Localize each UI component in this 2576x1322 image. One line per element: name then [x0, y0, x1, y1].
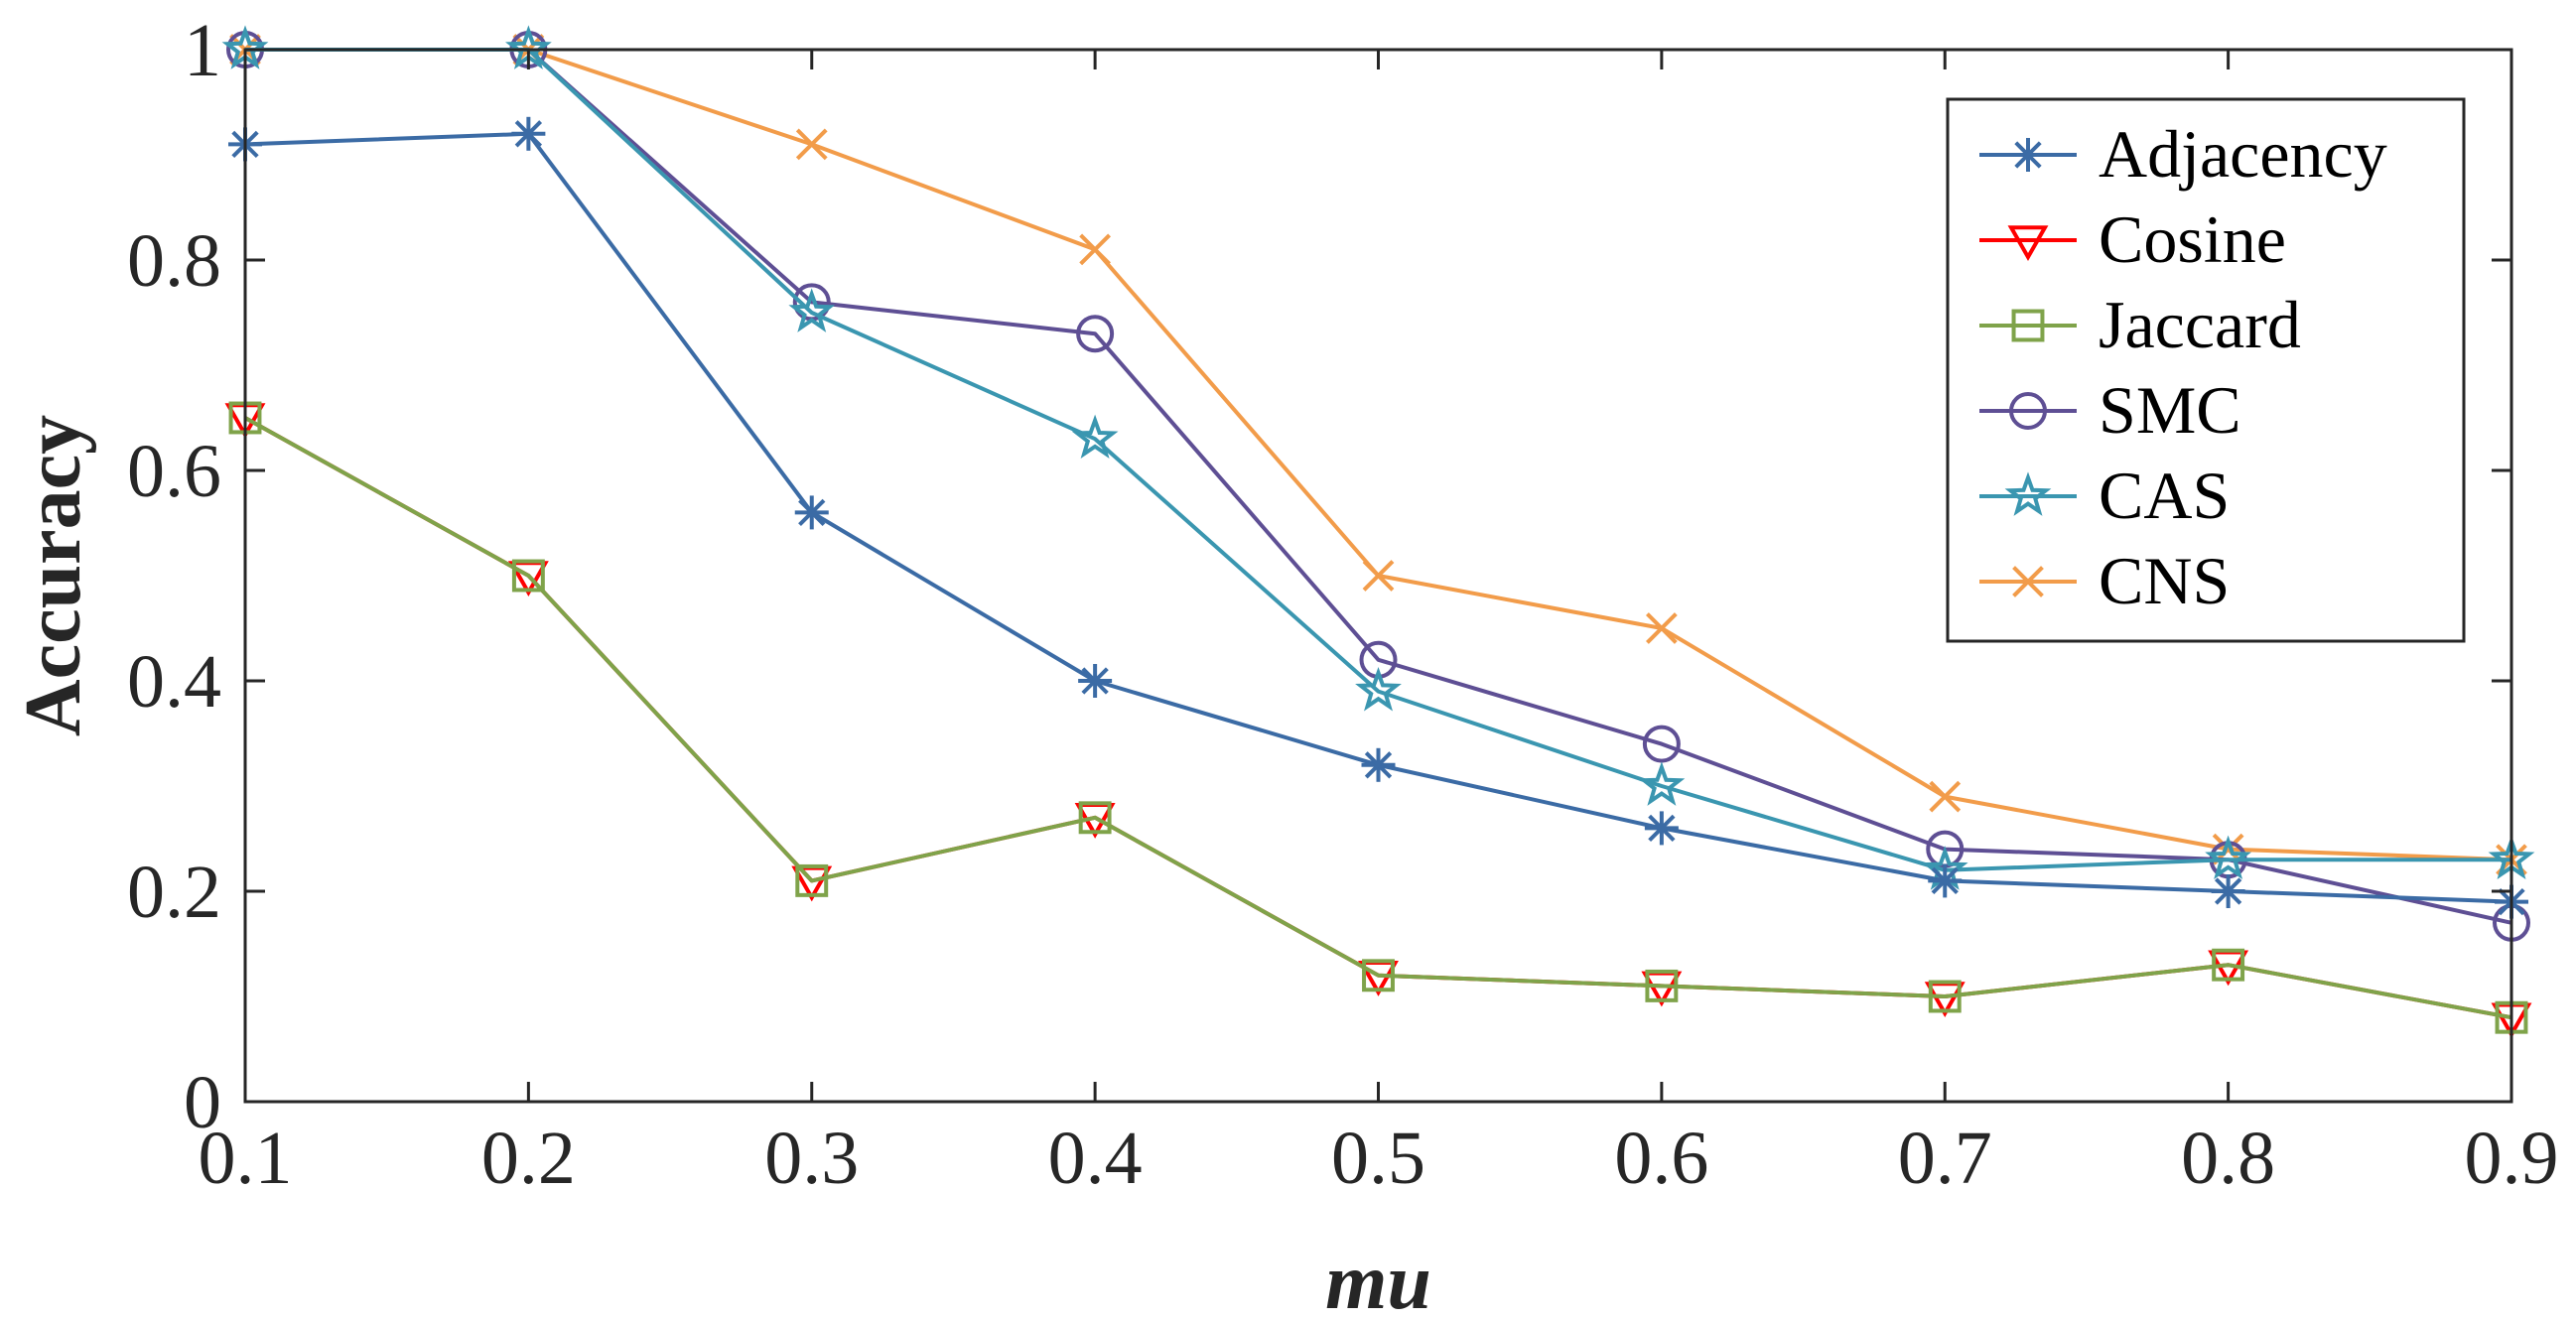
legend-item-cosine: Cosine	[1979, 201, 2286, 277]
legend: Adjacency Cosine Jaccard SMC CAS CNS	[1946, 97, 2466, 643]
x-tick-label: 0.5	[1331, 1117, 1425, 1200]
legend-marker-cosine	[2007, 225, 2049, 262]
data-point-adjacency	[794, 495, 829, 530]
data-point-adjacency	[1928, 863, 1963, 898]
data-point-adjacency	[1078, 664, 1113, 698]
data-point-cns	[1929, 780, 1962, 813]
y-tick-label: 0.8	[127, 219, 221, 303]
data-point-adjacency	[1644, 811, 1679, 846]
legend-label-adjacency: Adjacency	[2099, 116, 2387, 192]
axes: 0.1 0.2 0.3 0.4 0.5 0.6 0.7 0.8 0.9 0 0.2 0.4 0.6 0.8…	[127, 9, 2559, 1200]
legend-box	[1946, 97, 2466, 643]
legend-label-cns: CNS	[2099, 543, 2230, 618]
y-tick-label: 1	[184, 9, 221, 92]
data-point-jaccard	[1362, 959, 1395, 992]
series-jaccard	[228, 401, 2528, 1034]
data-point-jaccard	[511, 559, 545, 593]
data-point-cas	[1071, 414, 1119, 460]
legend-label-smc: SMC	[2099, 372, 2241, 448]
data-point-cns	[795, 128, 828, 161]
data-point-cas	[788, 288, 836, 332]
y-axis-title: Accuracy	[10, 415, 97, 736]
series-line-cas	[245, 48, 2511, 872]
legend-item-cns: CNS	[1979, 543, 2230, 618]
data-point-jaccard	[1645, 969, 1679, 1002]
data-point-smc	[1076, 315, 1115, 353]
x-axis-title: mu	[1325, 1239, 1431, 1322]
legend-marker-cas	[2004, 471, 2052, 516]
data-point-smc	[1642, 725, 1681, 763]
data-point-adjacency	[1361, 747, 1396, 782]
data-point-jaccard	[1078, 801, 1112, 835]
data-point-cas	[1638, 761, 1686, 806]
legend-item-cas: CAS	[1979, 458, 2230, 533]
legend-marker-smc	[2009, 392, 2047, 430]
data-point-adjacency	[511, 116, 546, 151]
legend-label-jaccard: Jaccard	[2099, 287, 2301, 362]
y-tick-label: 0.4	[127, 640, 221, 724]
y-tick-label: 0.2	[127, 851, 221, 934]
legend-item-adjacency: Adjacency	[1979, 116, 2387, 192]
y-tick-label: 0	[184, 1061, 221, 1144]
data-point-cns	[1362, 560, 1395, 592]
x-tick-label: 0.8	[2181, 1117, 2275, 1200]
data-point-cas	[1355, 666, 1402, 712]
legend-marker-cns	[2012, 566, 2044, 597]
x-tick-label: 0.1	[199, 1117, 293, 1200]
x-tick-label: 0.4	[1048, 1117, 1143, 1200]
x-tick-label: 0.9	[2465, 1117, 2559, 1200]
legend-marker-adjacency	[2011, 138, 2045, 172]
legend-item-smc: SMC	[1979, 372, 2241, 448]
legend-label-cosine: Cosine	[2099, 201, 2286, 277]
series-line-smc	[245, 48, 2512, 925]
x-tick-label: 0.2	[481, 1117, 576, 1200]
x-tick-label: 0.7	[1898, 1117, 1992, 1200]
data-point-jaccard	[2212, 948, 2245, 982]
data-point-cas	[2205, 835, 2251, 880]
legend-item-jaccard: Jaccard	[1979, 287, 2301, 362]
data-point-jaccard	[795, 863, 829, 897]
series-line-jaccard	[244, 416, 2512, 1020]
legend-label-cas: CAS	[2099, 458, 2230, 533]
data-point-cns	[1079, 233, 1111, 266]
x-tick-label: 0.6	[1614, 1117, 1708, 1200]
data-point-adjacency	[2211, 874, 2245, 908]
y-tick-label: 0.6	[127, 430, 221, 513]
x-tick-label: 0.3	[764, 1117, 859, 1200]
legend-marker-jaccard	[2011, 309, 2045, 342]
data-point-cns	[1646, 612, 1678, 644]
data-point-jaccard	[1928, 980, 1962, 1013]
plot-area	[221, 25, 2535, 1039]
